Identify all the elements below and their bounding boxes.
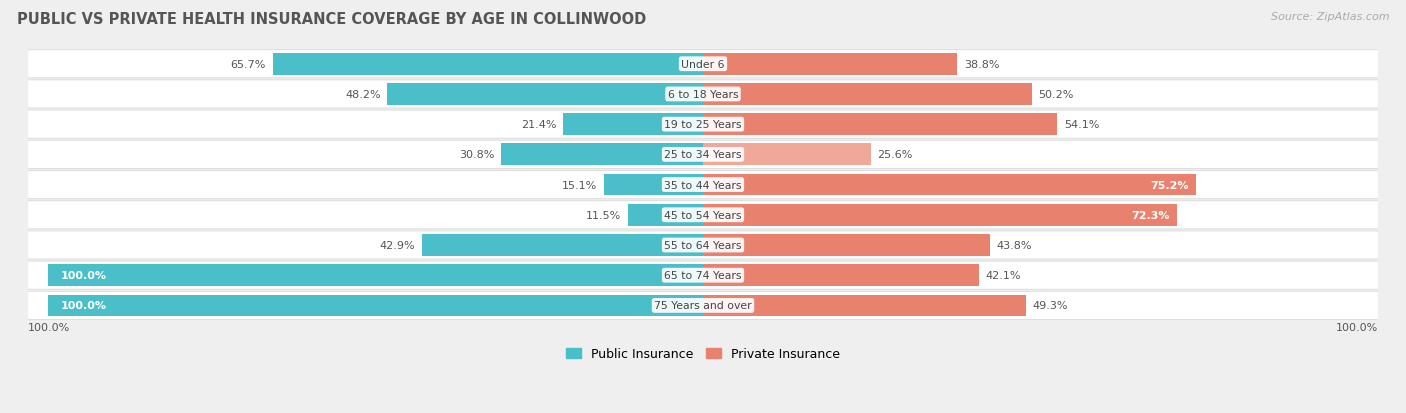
FancyBboxPatch shape bbox=[28, 141, 1378, 169]
Text: 100.0%: 100.0% bbox=[60, 271, 107, 280]
Text: Source: ZipAtlas.com: Source: ZipAtlas.com bbox=[1271, 12, 1389, 22]
FancyBboxPatch shape bbox=[28, 110, 1378, 139]
Legend: Public Insurance, Private Insurance: Public Insurance, Private Insurance bbox=[561, 342, 845, 366]
Text: 21.4%: 21.4% bbox=[520, 120, 557, 130]
Bar bbox=[501, 144, 703, 166]
FancyBboxPatch shape bbox=[28, 201, 1378, 230]
Bar bbox=[703, 265, 979, 286]
FancyBboxPatch shape bbox=[28, 171, 1378, 199]
Text: 54.1%: 54.1% bbox=[1064, 120, 1099, 130]
FancyBboxPatch shape bbox=[28, 202, 1378, 229]
Bar bbox=[48, 295, 703, 316]
Bar bbox=[703, 204, 1177, 226]
Text: 30.8%: 30.8% bbox=[460, 150, 495, 160]
Text: 42.1%: 42.1% bbox=[986, 271, 1021, 280]
FancyBboxPatch shape bbox=[28, 231, 1378, 260]
FancyBboxPatch shape bbox=[28, 51, 1378, 78]
Text: 42.9%: 42.9% bbox=[380, 240, 415, 250]
Text: 15.1%: 15.1% bbox=[562, 180, 598, 190]
Text: 65 to 74 Years: 65 to 74 Years bbox=[664, 271, 742, 280]
Text: 6 to 18 Years: 6 to 18 Years bbox=[668, 90, 738, 100]
Bar bbox=[703, 295, 1026, 316]
FancyBboxPatch shape bbox=[28, 262, 1378, 289]
Bar bbox=[627, 204, 703, 226]
Text: 100.0%: 100.0% bbox=[60, 301, 107, 311]
Text: 75.2%: 75.2% bbox=[1150, 180, 1189, 190]
Bar bbox=[703, 84, 1032, 106]
Bar bbox=[703, 114, 1057, 136]
Text: 43.8%: 43.8% bbox=[997, 240, 1032, 250]
Bar bbox=[422, 235, 703, 256]
FancyBboxPatch shape bbox=[28, 50, 1378, 79]
Text: 25.6%: 25.6% bbox=[877, 150, 912, 160]
Text: 55 to 64 Years: 55 to 64 Years bbox=[664, 240, 742, 250]
Text: PUBLIC VS PRIVATE HEALTH INSURANCE COVERAGE BY AGE IN COLLINWOOD: PUBLIC VS PRIVATE HEALTH INSURANCE COVER… bbox=[17, 12, 647, 27]
Text: 65.7%: 65.7% bbox=[231, 59, 266, 69]
FancyBboxPatch shape bbox=[28, 291, 1378, 320]
Text: 25 to 34 Years: 25 to 34 Years bbox=[664, 150, 742, 160]
Text: Under 6: Under 6 bbox=[682, 59, 724, 69]
FancyBboxPatch shape bbox=[28, 111, 1378, 138]
FancyBboxPatch shape bbox=[28, 261, 1378, 290]
Bar bbox=[703, 144, 870, 166]
Text: 45 to 54 Years: 45 to 54 Years bbox=[664, 210, 742, 220]
Text: 19 to 25 Years: 19 to 25 Years bbox=[664, 120, 742, 130]
Bar bbox=[703, 235, 990, 256]
Text: 48.2%: 48.2% bbox=[344, 90, 381, 100]
Bar bbox=[703, 54, 957, 76]
FancyBboxPatch shape bbox=[28, 140, 1378, 169]
FancyBboxPatch shape bbox=[28, 292, 1378, 319]
Text: 75 Years and over: 75 Years and over bbox=[654, 301, 752, 311]
Bar bbox=[387, 84, 703, 106]
Text: 35 to 44 Years: 35 to 44 Years bbox=[664, 180, 742, 190]
Bar bbox=[703, 174, 1195, 196]
FancyBboxPatch shape bbox=[28, 80, 1378, 109]
Text: 38.8%: 38.8% bbox=[963, 59, 1000, 69]
Text: 11.5%: 11.5% bbox=[586, 210, 621, 220]
Bar bbox=[48, 265, 703, 286]
Text: 100.0%: 100.0% bbox=[28, 322, 70, 332]
Text: 49.3%: 49.3% bbox=[1032, 301, 1069, 311]
Text: 72.3%: 72.3% bbox=[1132, 210, 1170, 220]
Text: 100.0%: 100.0% bbox=[1336, 322, 1378, 332]
Bar bbox=[605, 174, 703, 196]
FancyBboxPatch shape bbox=[28, 171, 1378, 199]
Bar bbox=[273, 54, 703, 76]
FancyBboxPatch shape bbox=[28, 81, 1378, 108]
Text: 50.2%: 50.2% bbox=[1039, 90, 1074, 100]
Bar bbox=[562, 114, 703, 136]
FancyBboxPatch shape bbox=[28, 232, 1378, 259]
